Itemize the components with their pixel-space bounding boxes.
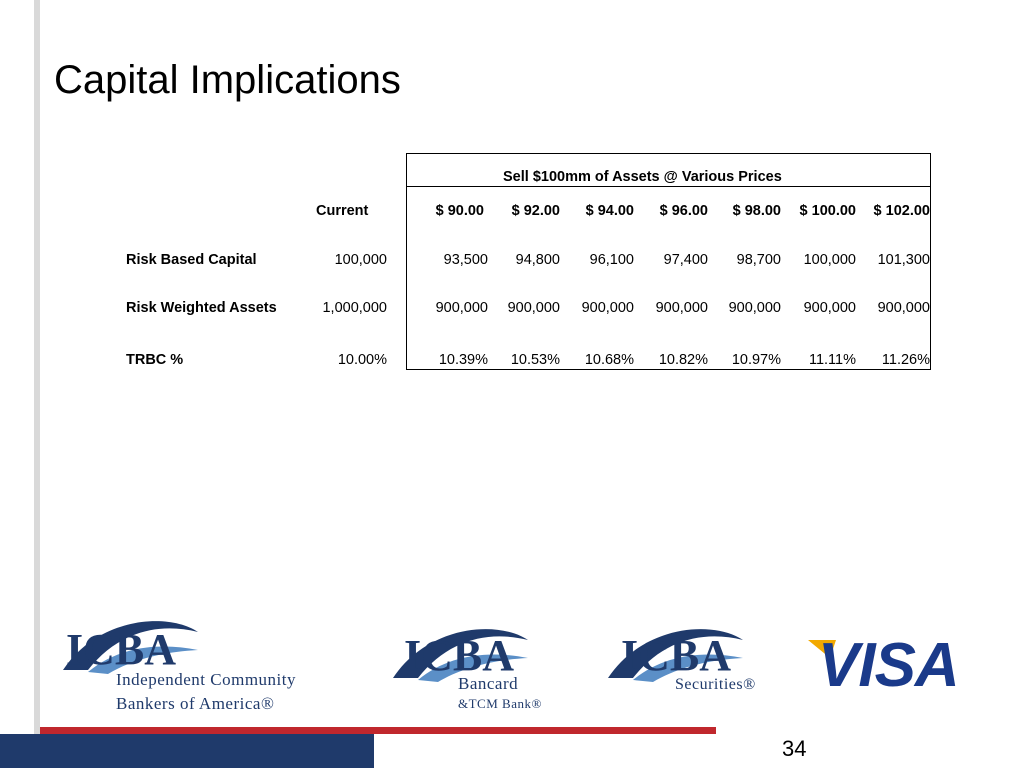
visa-gold-accent-icon — [808, 640, 836, 658]
table-cell: 10.68% — [584, 352, 634, 368]
table-cell: 94,800 — [515, 252, 560, 268]
icba-letters: ICBA — [404, 631, 515, 680]
table-cell: 11.11% — [808, 352, 856, 368]
table-cell: 10.97% — [731, 352, 781, 368]
table-cell: 101,300 — [877, 252, 930, 268]
left-accent-bar — [34, 0, 40, 768]
price-header: $ 100.00 — [799, 203, 856, 219]
icba-letters: ICBA — [621, 631, 732, 680]
table-cell: 900,000 — [655, 300, 708, 316]
bancard-swoosh-icon — [393, 629, 528, 682]
icba-securities-logo: ICBA Securities® — [603, 612, 803, 722]
table-cell: 98,700 — [736, 252, 781, 268]
page-title: Capital Implications — [54, 58, 401, 102]
table-cell: 93,500 — [443, 252, 488, 268]
group-header: Sell $100mm of Assets @ Various Prices — [503, 169, 782, 185]
bancard-line1: Bancard — [458, 674, 519, 693]
icba-swoosh-icon — [63, 621, 198, 674]
row-label: Risk Based Capital — [126, 252, 257, 268]
footer-red-bar — [40, 727, 716, 734]
price-header: $ 94.00 — [585, 203, 634, 219]
footer-blue-bar — [0, 734, 374, 768]
table-cell: 10.82% — [658, 352, 708, 368]
current-value: 1,000,000 — [322, 300, 387, 316]
table-cell: 96,100 — [589, 252, 634, 268]
bancard-line2: &TCM Bank® — [458, 696, 542, 711]
price-header: $ 98.00 — [732, 203, 781, 219]
logo-strip: ICBA Independent Community Bankers of Am… — [48, 612, 988, 722]
table-cell: 10.39% — [438, 352, 488, 368]
icba-line2: Bankers of America® — [116, 694, 275, 713]
price-header: $ 92.00 — [511, 203, 560, 219]
visa-wordmark: VISA — [818, 631, 960, 700]
icba-bancard-logo: ICBA Bancard &TCM Bank® — [388, 612, 578, 722]
table-cell: 900,000 — [581, 300, 634, 316]
icba-letters: ICBA — [66, 625, 177, 674]
price-header: $ 102.00 — [873, 203, 930, 219]
price-header: $ 96.00 — [659, 203, 708, 219]
securities-swoosh-icon — [608, 629, 743, 682]
current-value: 10.00% — [337, 352, 387, 368]
table-cell: 10.53% — [510, 352, 560, 368]
price-header: $ 90.00 — [435, 203, 484, 219]
icba-line1: Independent Community — [116, 670, 297, 689]
table-cell: 900,000 — [507, 300, 560, 316]
visa-logo: VISA — [808, 612, 978, 722]
table-cell: 900,000 — [803, 300, 856, 316]
table-cell: 97,400 — [663, 252, 708, 268]
icba-logo: ICBA Independent Community Bankers of Am… — [48, 612, 378, 722]
current-value: 100,000 — [334, 252, 387, 268]
table-frame — [406, 153, 931, 370]
table-cell: 11.26% — [881, 352, 930, 368]
table-cell: 100,000 — [803, 252, 856, 268]
table-cell: 900,000 — [435, 300, 488, 316]
table-cell: 900,000 — [877, 300, 930, 316]
page-number: 34 — [782, 736, 807, 761]
row-label: Risk Weighted Assets — [126, 300, 277, 316]
current-header: Current — [316, 203, 369, 219]
securities-line1: Securities® — [675, 676, 756, 693]
table-header-divider — [406, 186, 931, 187]
table-cell: 900,000 — [728, 300, 781, 316]
row-label: TRBC % — [126, 352, 184, 368]
